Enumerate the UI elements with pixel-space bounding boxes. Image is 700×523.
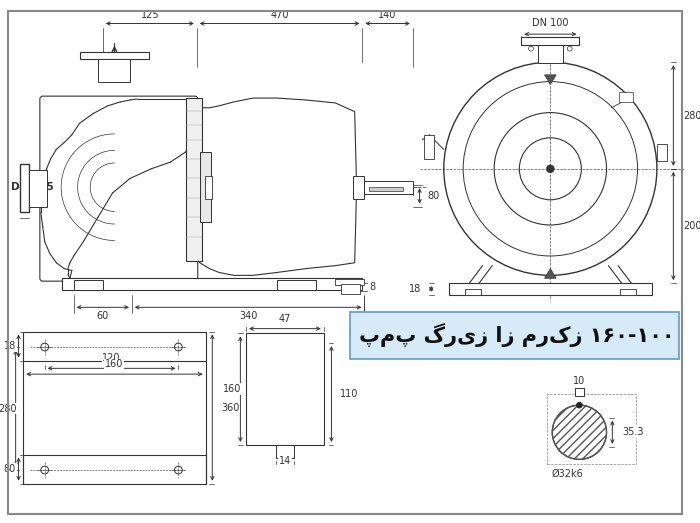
Bar xyxy=(98,59,130,82)
Bar xyxy=(619,92,633,102)
Bar xyxy=(538,44,563,63)
Bar xyxy=(424,135,434,159)
Text: 160: 160 xyxy=(105,359,124,369)
Bar xyxy=(335,279,365,285)
Text: 60: 60 xyxy=(97,311,109,321)
Text: 8: 8 xyxy=(369,282,375,292)
Circle shape xyxy=(552,405,606,459)
Bar xyxy=(657,144,666,161)
Bar xyxy=(80,52,149,59)
Text: پمپ گریز از مرکز ۱۶۰-۱۰۰: پمپ گریز از مرکز ۱۶۰-۱۰۰ xyxy=(359,323,674,347)
Polygon shape xyxy=(199,98,356,275)
Text: 10: 10 xyxy=(573,376,585,386)
Bar xyxy=(204,176,212,199)
Bar xyxy=(276,445,294,459)
Circle shape xyxy=(547,165,554,173)
Text: 14: 14 xyxy=(279,456,291,466)
Text: 160: 160 xyxy=(223,384,241,394)
Bar xyxy=(29,170,47,207)
Text: 80: 80 xyxy=(4,464,16,474)
Bar xyxy=(62,278,363,290)
FancyBboxPatch shape xyxy=(40,96,198,281)
Text: 18: 18 xyxy=(4,341,16,351)
Text: 110: 110 xyxy=(340,389,358,399)
Bar xyxy=(522,37,580,45)
Bar xyxy=(23,454,206,484)
Text: 18: 18 xyxy=(410,284,421,294)
Bar xyxy=(74,280,103,290)
Text: 80: 80 xyxy=(427,191,440,201)
Text: DN 125: DN 125 xyxy=(10,182,54,192)
Bar xyxy=(575,388,584,396)
Bar xyxy=(369,187,403,191)
Text: 130: 130 xyxy=(379,323,398,333)
Bar xyxy=(365,181,413,194)
Text: 35.3: 35.3 xyxy=(622,427,643,437)
Bar xyxy=(547,393,636,464)
Text: 470: 470 xyxy=(270,9,289,20)
Circle shape xyxy=(577,402,582,408)
Text: 140: 140 xyxy=(379,9,397,20)
Bar xyxy=(20,164,29,212)
Text: 340: 340 xyxy=(239,311,258,321)
FancyBboxPatch shape xyxy=(350,312,679,359)
Polygon shape xyxy=(545,269,556,278)
Bar xyxy=(246,334,323,445)
Bar xyxy=(449,283,652,295)
Text: Ø32k6: Ø32k6 xyxy=(552,469,584,479)
Bar xyxy=(620,289,636,295)
Bar xyxy=(465,289,481,295)
Polygon shape xyxy=(41,99,198,278)
Bar xyxy=(341,284,360,294)
Text: 120: 120 xyxy=(102,354,121,363)
Text: 200: 200 xyxy=(683,221,700,231)
Bar xyxy=(199,152,211,222)
Text: 280: 280 xyxy=(0,404,17,414)
Text: 125: 125 xyxy=(141,9,159,20)
Text: DN 100: DN 100 xyxy=(532,18,568,28)
Polygon shape xyxy=(545,75,556,85)
Bar xyxy=(277,280,316,290)
Bar xyxy=(23,332,206,360)
Text: 280: 280 xyxy=(683,110,700,120)
Bar xyxy=(186,98,202,261)
Text: 360: 360 xyxy=(221,403,239,413)
Bar xyxy=(353,176,365,199)
Text: 47: 47 xyxy=(279,314,291,324)
